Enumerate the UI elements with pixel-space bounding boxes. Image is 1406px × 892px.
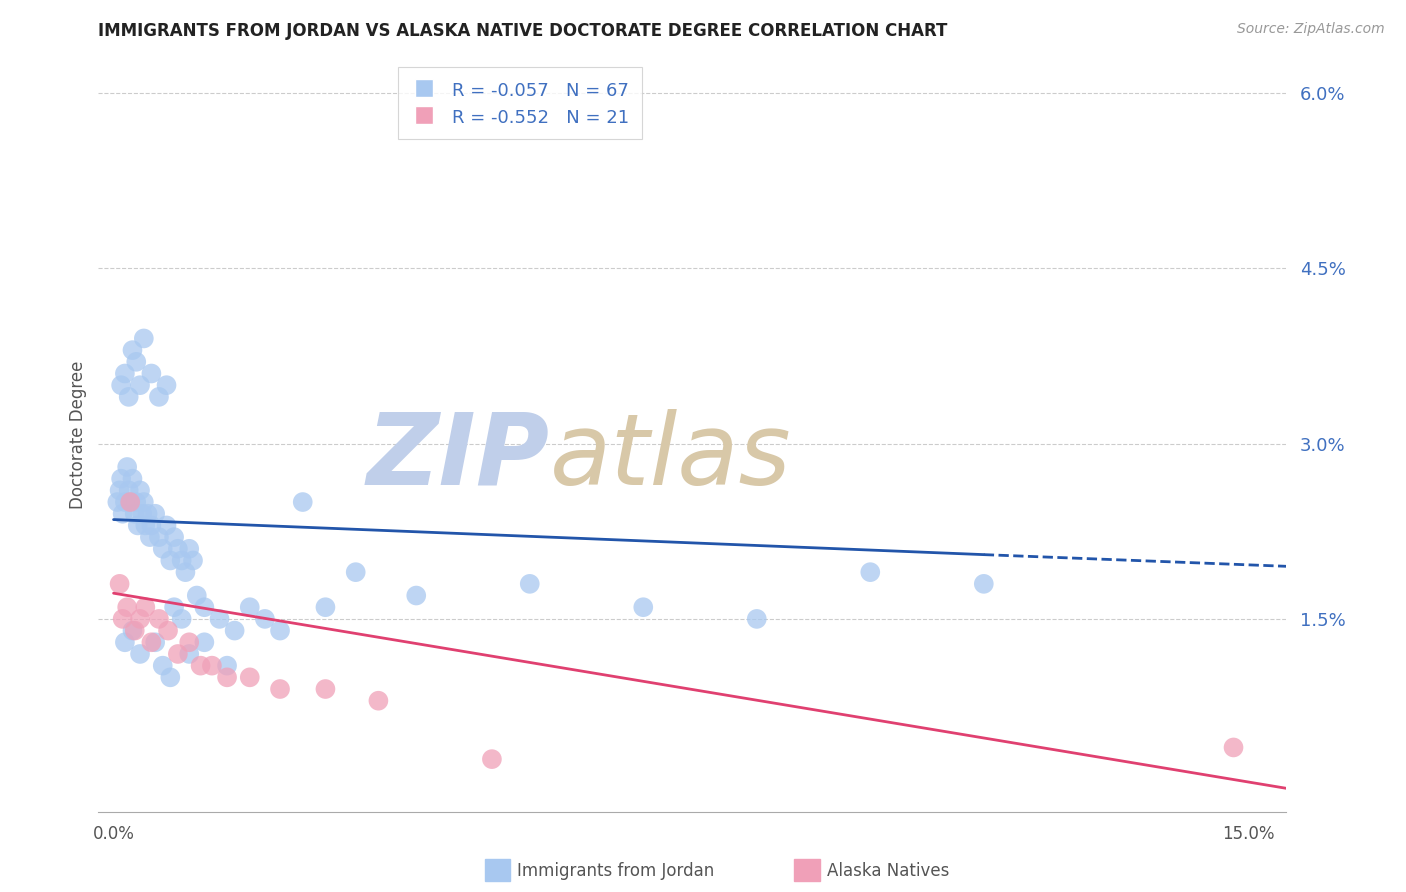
Point bbox=[224, 624, 246, 638]
Point bbox=[481, 752, 503, 766]
Point bbox=[152, 658, 174, 673]
Point bbox=[179, 647, 201, 661]
Point bbox=[132, 495, 155, 509]
Point bbox=[121, 472, 143, 486]
Point bbox=[253, 612, 276, 626]
Point bbox=[114, 367, 136, 381]
Point bbox=[152, 541, 174, 556]
Point bbox=[125, 495, 148, 509]
Point bbox=[314, 600, 336, 615]
Point bbox=[167, 647, 190, 661]
Point bbox=[239, 670, 262, 684]
Point bbox=[155, 378, 177, 392]
Point bbox=[132, 331, 155, 345]
Point bbox=[136, 507, 159, 521]
Point bbox=[157, 624, 180, 638]
Point bbox=[174, 565, 197, 579]
Point bbox=[148, 530, 170, 544]
Point bbox=[129, 483, 152, 498]
Text: Source: ZipAtlas.com: Source: ZipAtlas.com bbox=[1237, 22, 1385, 37]
Point bbox=[367, 694, 389, 708]
Point bbox=[120, 495, 142, 509]
Legend: R = -0.057   N = 67, R = -0.552   N = 21: R = -0.057 N = 67, R = -0.552 N = 21 bbox=[398, 67, 643, 139]
Point bbox=[127, 518, 149, 533]
Point bbox=[131, 507, 153, 521]
Point bbox=[163, 530, 186, 544]
Text: atlas: atlas bbox=[550, 409, 792, 506]
Point bbox=[124, 624, 146, 638]
Point bbox=[186, 589, 208, 603]
Point bbox=[519, 577, 541, 591]
Point bbox=[139, 530, 162, 544]
Point bbox=[114, 635, 136, 649]
Point bbox=[405, 589, 427, 603]
Point bbox=[115, 460, 138, 475]
Point bbox=[215, 658, 238, 673]
Point bbox=[269, 681, 291, 696]
Point bbox=[121, 624, 143, 638]
Point bbox=[193, 600, 215, 615]
Point bbox=[859, 565, 882, 579]
Point bbox=[181, 553, 204, 567]
Point bbox=[148, 390, 170, 404]
Point bbox=[291, 495, 314, 509]
Point bbox=[973, 577, 995, 591]
Point bbox=[170, 553, 193, 567]
Point bbox=[239, 600, 262, 615]
Text: IMMIGRANTS FROM JORDAN VS ALASKA NATIVE DOCTORATE DEGREE CORRELATION CHART: IMMIGRANTS FROM JORDAN VS ALASKA NATIVE … bbox=[98, 22, 948, 40]
Text: Alaska Natives: Alaska Natives bbox=[827, 862, 949, 880]
Point bbox=[141, 367, 163, 381]
Point bbox=[118, 390, 141, 404]
Point bbox=[110, 472, 132, 486]
Point bbox=[159, 670, 181, 684]
Point bbox=[215, 670, 238, 684]
Point bbox=[118, 483, 141, 498]
Text: Immigrants from Jordan: Immigrants from Jordan bbox=[517, 862, 714, 880]
Point bbox=[314, 681, 336, 696]
Point bbox=[129, 612, 152, 626]
Point bbox=[141, 518, 163, 533]
Point bbox=[141, 635, 163, 649]
Point bbox=[344, 565, 367, 579]
Point bbox=[179, 541, 201, 556]
Point bbox=[1222, 740, 1244, 755]
Point bbox=[170, 612, 193, 626]
Point bbox=[114, 495, 136, 509]
Point bbox=[110, 378, 132, 392]
Point bbox=[179, 635, 201, 649]
Point bbox=[111, 507, 134, 521]
Point bbox=[121, 343, 143, 358]
Point bbox=[193, 635, 215, 649]
Point bbox=[143, 635, 166, 649]
Point bbox=[129, 647, 152, 661]
Point bbox=[201, 658, 224, 673]
Point bbox=[108, 577, 131, 591]
Point bbox=[120, 495, 142, 509]
Point bbox=[105, 495, 128, 509]
Point bbox=[129, 378, 152, 392]
Point bbox=[163, 600, 186, 615]
Point bbox=[148, 612, 170, 626]
Point bbox=[125, 355, 148, 369]
Point bbox=[134, 518, 156, 533]
Text: ZIP: ZIP bbox=[367, 409, 550, 506]
Point bbox=[269, 624, 291, 638]
Point bbox=[155, 518, 177, 533]
Point bbox=[745, 612, 768, 626]
Point bbox=[167, 541, 190, 556]
Point bbox=[208, 612, 231, 626]
Point bbox=[115, 600, 138, 615]
Point bbox=[190, 658, 212, 673]
Point bbox=[124, 507, 146, 521]
Point bbox=[143, 507, 166, 521]
Y-axis label: Doctorate Degree: Doctorate Degree bbox=[69, 360, 87, 509]
Point bbox=[111, 612, 134, 626]
Point bbox=[134, 600, 156, 615]
Point bbox=[159, 553, 181, 567]
Point bbox=[633, 600, 655, 615]
Point bbox=[108, 483, 131, 498]
